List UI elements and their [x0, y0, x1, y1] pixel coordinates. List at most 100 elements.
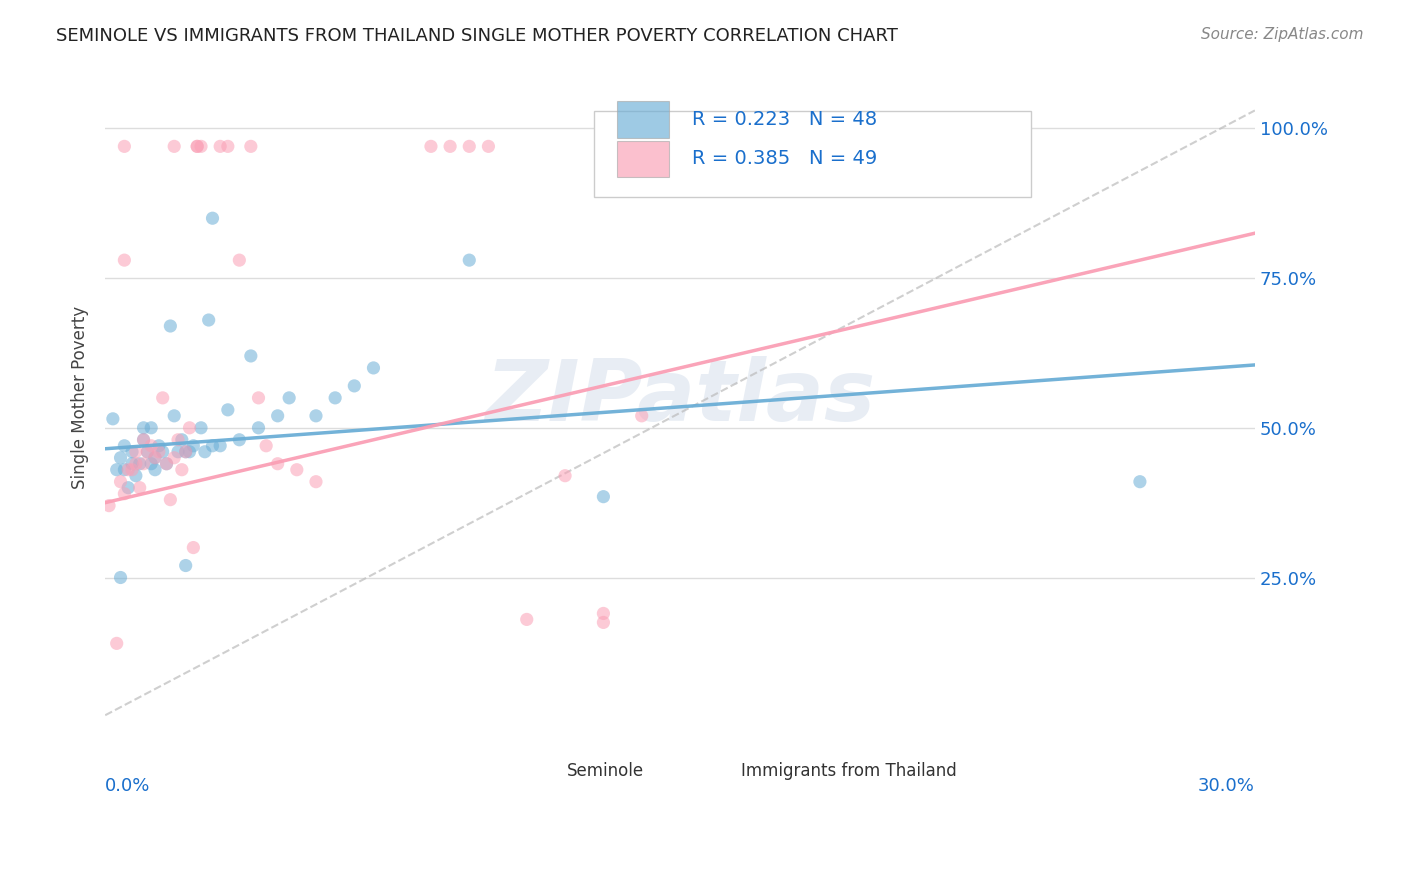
Point: [148, 439, 170, 453]
Point: [112, 253, 135, 268]
Point: [363, 360, 385, 375]
Point: [159, 492, 181, 507]
Point: [266, 457, 288, 471]
Point: [152, 444, 174, 458]
Point: [110, 450, 132, 465]
Point: [152, 391, 174, 405]
Point: [343, 379, 366, 393]
FancyBboxPatch shape: [524, 760, 557, 783]
Point: [630, 409, 652, 423]
Point: [143, 463, 166, 477]
Text: R = 0.385   N = 49: R = 0.385 N = 49: [692, 149, 877, 169]
Point: [239, 139, 262, 153]
Point: [105, 463, 128, 477]
Point: [179, 444, 201, 458]
Point: [197, 313, 219, 327]
Point: [201, 439, 224, 453]
Point: [186, 139, 208, 153]
Point: [201, 211, 224, 226]
FancyBboxPatch shape: [617, 141, 668, 178]
Point: [278, 391, 301, 405]
Text: R = 0.223   N = 48: R = 0.223 N = 48: [692, 110, 877, 128]
Point: [217, 139, 239, 153]
Point: [121, 457, 143, 471]
Point: [143, 450, 166, 465]
Point: [112, 439, 135, 453]
Point: [1129, 475, 1152, 489]
Text: 0.0%: 0.0%: [105, 777, 150, 795]
Point: [125, 457, 148, 471]
Point: [174, 558, 197, 573]
Point: [254, 439, 277, 453]
Point: [860, 139, 883, 153]
Text: 30.0%: 30.0%: [1198, 777, 1256, 795]
Point: [190, 139, 212, 153]
Point: [141, 457, 163, 471]
Point: [121, 463, 143, 477]
Point: [186, 139, 208, 153]
Bar: [593, 112, 1031, 197]
Point: [128, 481, 150, 495]
Point: [155, 457, 177, 471]
Point: [239, 349, 262, 363]
Point: [194, 444, 217, 458]
Point: [458, 139, 481, 153]
Point: [167, 444, 190, 458]
Point: [420, 139, 443, 153]
Point: [217, 402, 239, 417]
Point: [477, 139, 499, 153]
Point: [125, 444, 148, 458]
Point: [105, 636, 128, 650]
Point: [132, 421, 155, 435]
Point: [98, 499, 121, 513]
Point: [132, 433, 155, 447]
Point: [112, 139, 135, 153]
Point: [305, 475, 328, 489]
Point: [132, 457, 155, 471]
Point: [439, 139, 461, 153]
Point: [163, 139, 186, 153]
Point: [174, 444, 197, 458]
Point: [516, 612, 538, 626]
Point: [554, 468, 576, 483]
Text: Immigrants from Thailand: Immigrants from Thailand: [741, 763, 956, 780]
Point: [247, 421, 270, 435]
Point: [163, 450, 186, 465]
Point: [128, 457, 150, 471]
Point: [228, 253, 250, 268]
Point: [148, 444, 170, 458]
Point: [121, 444, 143, 458]
Point: [110, 475, 132, 489]
Point: [592, 615, 614, 630]
Point: [179, 421, 201, 435]
Point: [266, 409, 288, 423]
Point: [170, 463, 193, 477]
Point: [110, 570, 132, 584]
Point: [167, 433, 190, 447]
Point: [209, 439, 232, 453]
Point: [592, 607, 614, 621]
Point: [170, 433, 193, 447]
Text: Seminole: Seminole: [568, 763, 644, 780]
Point: [141, 421, 163, 435]
Point: [125, 468, 148, 483]
Point: [183, 541, 205, 555]
Point: [117, 463, 139, 477]
Point: [143, 450, 166, 465]
Point: [117, 481, 139, 495]
Point: [155, 457, 177, 471]
FancyBboxPatch shape: [617, 102, 668, 137]
Point: [458, 253, 481, 268]
Y-axis label: Single Mother Poverty: Single Mother Poverty: [72, 306, 89, 490]
Text: SEMINOLE VS IMMIGRANTS FROM THAILAND SINGLE MOTHER POVERTY CORRELATION CHART: SEMINOLE VS IMMIGRANTS FROM THAILAND SIN…: [56, 27, 898, 45]
Point: [136, 444, 159, 458]
Point: [174, 444, 197, 458]
Point: [305, 409, 328, 423]
Point: [101, 412, 124, 426]
Point: [247, 391, 270, 405]
Text: Source: ZipAtlas.com: Source: ZipAtlas.com: [1201, 27, 1364, 42]
Point: [141, 439, 163, 453]
Point: [592, 490, 614, 504]
Point: [132, 433, 155, 447]
Point: [159, 318, 181, 333]
